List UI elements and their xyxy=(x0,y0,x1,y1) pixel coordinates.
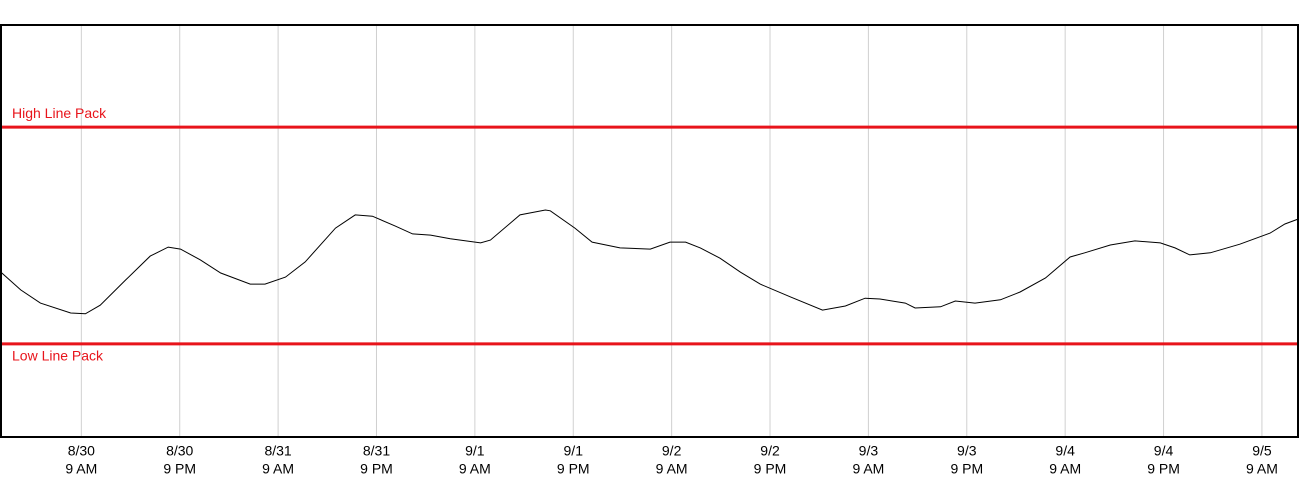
x-tick-label: 8/30 xyxy=(68,443,95,459)
data-line xyxy=(0,209,1299,315)
x-tick-label: 9 PM xyxy=(557,461,590,477)
x-tick-label: 9 PM xyxy=(950,461,983,477)
x-tick-label: 9 AM xyxy=(656,461,688,477)
reference-label: High Line Pack xyxy=(12,105,107,121)
x-tick-label: 8/31 xyxy=(264,443,291,459)
x-tick-label: 9 AM xyxy=(459,461,491,477)
x-tick-label: 9/1 xyxy=(564,443,584,459)
x-tick-label: 9/4 xyxy=(1055,443,1075,459)
x-tick-label: 9/4 xyxy=(1154,443,1174,459)
x-tick-label: 9 AM xyxy=(262,461,294,477)
plot-frame xyxy=(0,24,1299,438)
x-tick-label: 8/30 xyxy=(166,443,193,459)
x-tick-label: 9 AM xyxy=(1049,461,1081,477)
x-tick-label: 9/3 xyxy=(957,443,977,459)
x-tick-label: 9/2 xyxy=(760,443,780,459)
x-tick-label: 9 PM xyxy=(754,461,787,477)
x-tick-label: 9 AM xyxy=(852,461,884,477)
x-tick-label: 9 PM xyxy=(163,461,196,477)
x-tick-label: 9 AM xyxy=(65,461,97,477)
x-tick-label: 9 PM xyxy=(1147,461,1180,477)
x-tick-label: 9/1 xyxy=(465,443,485,459)
x-tick-label: 9/3 xyxy=(859,443,879,459)
x-tick-label: 9/5 xyxy=(1252,443,1272,459)
x-tick-label: 8/31 xyxy=(363,443,390,459)
x-tick-label: 9/2 xyxy=(662,443,682,459)
reference-label: Low Line Pack xyxy=(12,348,104,364)
x-tick-label: 9 AM xyxy=(1246,461,1278,477)
x-tick-label: 9 PM xyxy=(360,461,393,477)
